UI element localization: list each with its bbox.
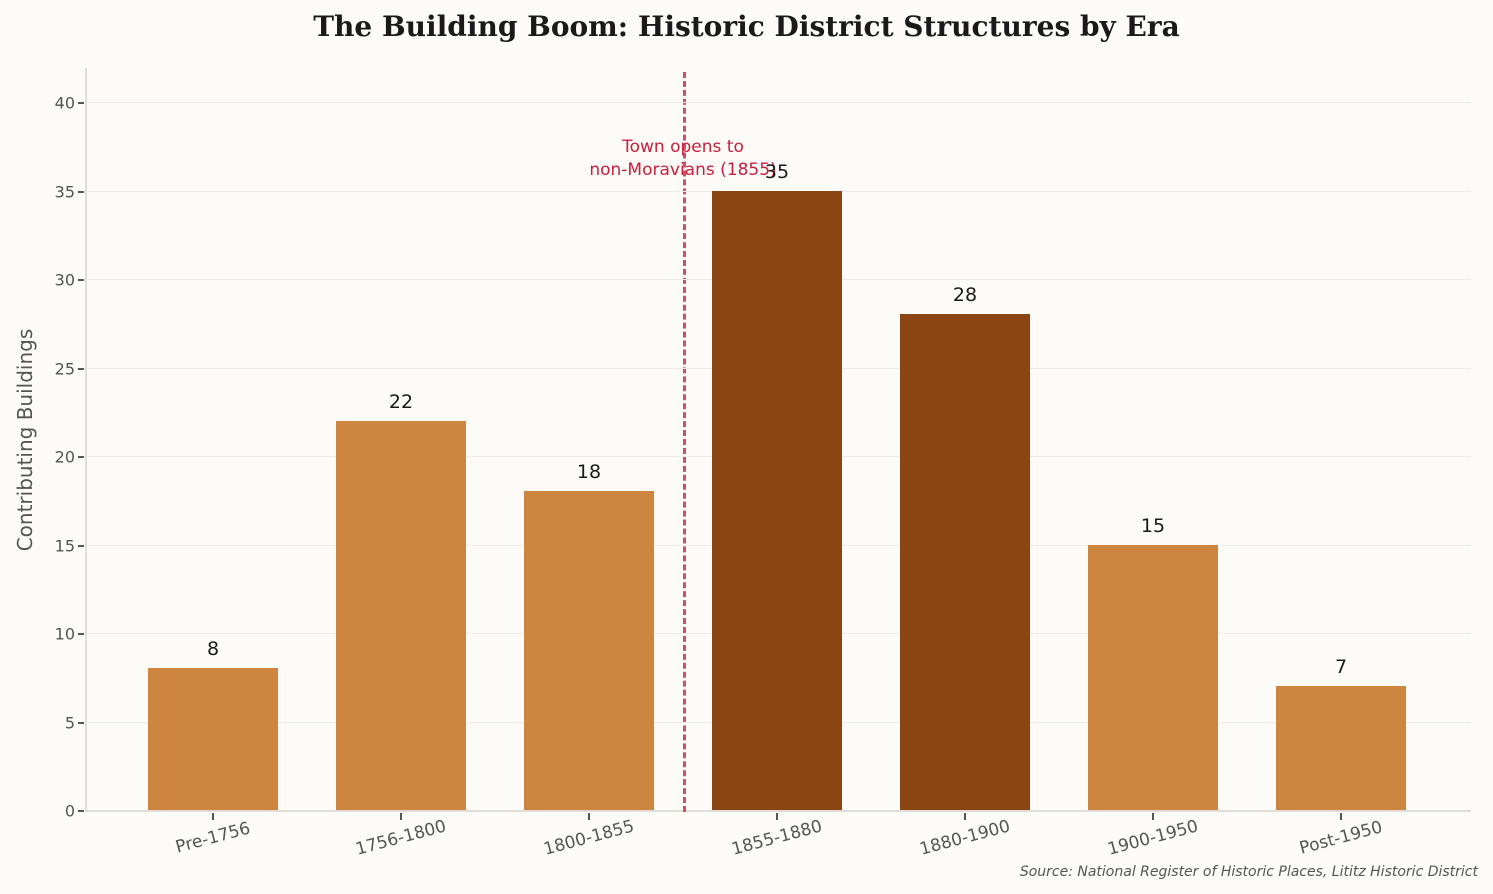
x-tick-label: Pre-1756	[173, 818, 253, 858]
bar-value-label: 8	[206, 638, 220, 661]
x-tick-label: Post-1950	[1297, 817, 1385, 859]
bar-1756-1800	[336, 420, 466, 810]
x-tick-label: 1880-1900	[917, 816, 1013, 860]
annotation-dashed-line	[683, 72, 686, 812]
y-tick	[78, 190, 84, 193]
bar-1800-1855	[524, 491, 654, 810]
y-tick-label: 20	[54, 447, 75, 467]
bar-value-label: 28	[952, 284, 978, 307]
source-note: Source: National Register of Historic Pl…	[1019, 864, 1478, 880]
x-tick-label: 1800-1855	[541, 816, 637, 860]
bar-1900-1950	[1088, 544, 1218, 810]
y-tick-label: 5	[64, 713, 75, 732]
y-tick-label: 15	[54, 536, 75, 555]
y-tick	[78, 367, 84, 370]
y-tick-label: 0	[64, 801, 75, 821]
x-tick	[1152, 813, 1154, 820]
gridline	[87, 102, 1471, 103]
annotation-text: Town opens to non-Moravians (1855)	[589, 136, 776, 182]
bar-value-label: 7	[1334, 656, 1348, 679]
x-tick	[964, 813, 966, 820]
bar-value-label: 35	[764, 160, 790, 183]
bar-post-1950	[1276, 686, 1406, 810]
bar-value-label: 15	[1140, 514, 1166, 537]
annotation-line-1: Town opens to	[622, 137, 744, 157]
y-tick-label: 25	[54, 359, 75, 378]
x-tick-label: 1855-1880	[729, 816, 825, 860]
x-tick	[588, 813, 590, 820]
y-tick	[78, 544, 84, 547]
plot-area: Town opens to non-Moravians (1855) 0 5 10 1…	[55, 68, 1471, 860]
annotation-line-2: non-Moravians (1855)	[589, 160, 777, 180]
y-tick-label: 30	[54, 270, 75, 290]
x-tick	[400, 813, 402, 820]
x-tick	[1340, 813, 1342, 820]
bar-pre-1756	[148, 668, 278, 810]
y-tick	[78, 810, 84, 812]
x-axis-line	[85, 810, 1471, 812]
y-tick-label: 35	[54, 182, 75, 201]
y-tick	[78, 456, 84, 458]
y-axis-line	[85, 68, 87, 812]
chart-title: The Building Boom: Historic District Str…	[313, 10, 1180, 43]
y-tick-label: 10	[54, 624, 75, 644]
bar-1855-1880	[712, 190, 842, 810]
y-tick	[78, 633, 84, 635]
bar-value-label: 22	[388, 390, 414, 413]
y-tick	[78, 721, 84, 724]
y-tick-label: 40	[54, 93, 75, 113]
x-tick	[212, 813, 214, 820]
x-tick-label: 1900-1950	[1105, 816, 1201, 860]
x-tick	[776, 813, 778, 820]
y-axis-label: Contributing Buildings	[13, 328, 37, 552]
bar-value-label: 18	[576, 461, 602, 484]
bar-1880-1900	[900, 314, 1030, 810]
y-tick	[78, 279, 84, 281]
y-tick	[78, 102, 84, 104]
x-tick-label: 1756-1800	[353, 816, 449, 860]
